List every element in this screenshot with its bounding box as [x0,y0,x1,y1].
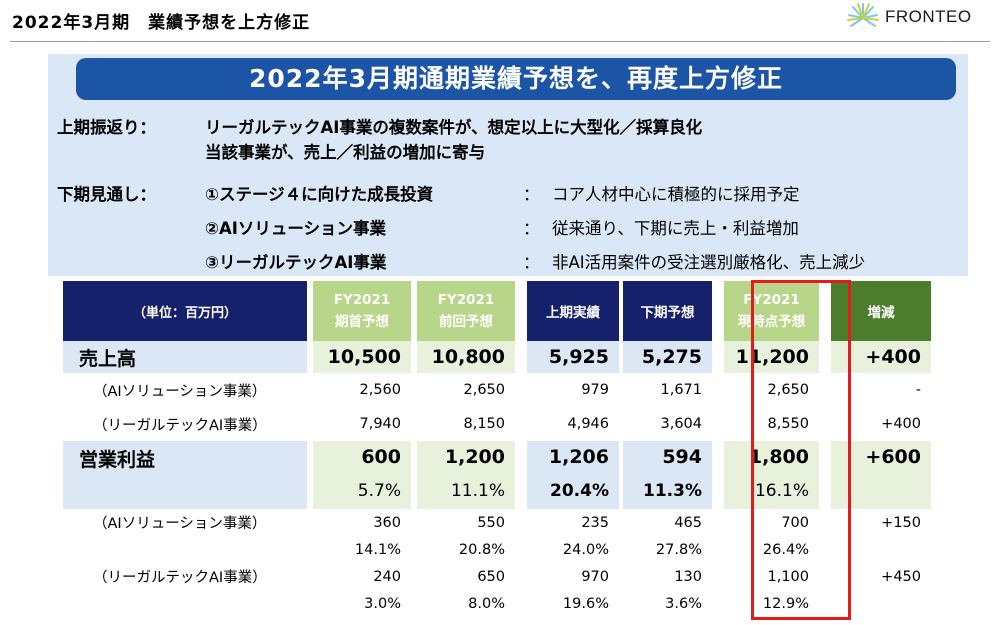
table-cell: 130 [674,568,702,585]
table-header-row: （単位：百万円） FY2021 期首予想 FY2021 前回予想 上期実績 下期予想… [63,281,931,341]
table-cell: 600 [313,441,411,473]
op-profit-label: 営業利益 [63,441,307,473]
table-cell: +400 [881,416,921,432]
table-cell: 19.6% [562,595,609,612]
table-cell: 594 [623,441,712,473]
logo-text: FRONTEO [885,7,972,26]
h1-review-line1: リーガルテックAI事業の複数案件が、想定以上に大型化／採算良化 [205,118,703,137]
sales-h1: 5,925 [527,341,619,373]
table-cell: 2,560 [359,382,401,398]
table-cell: 26.4% [762,541,809,558]
header-previous-forecast: FY2021 前回予想 [417,281,515,341]
table-cell: 20.8% [458,541,505,558]
table-cell: +450 [881,568,921,585]
header-h1-actual: 上期実績 [527,281,619,341]
table-cell: 3.0% [364,595,401,612]
op-margin-row: 5.7% 11.1% 20.4% 11.3% 16.1% [63,473,931,509]
op-legal-row: （リーガルテックAI事業） 240 650 970 130 1,100 +450 [63,563,931,590]
header-current-forecast: FY2021 現時点予想 [724,281,819,341]
table-cell: 970 [581,568,609,585]
sales-initial: 10,500 [313,341,411,373]
sales-change: +400 [831,341,931,373]
table-cell: 1,200 [417,441,515,473]
h1-review-line2: 当該事業が、売上／利益の増加に寄与 [205,143,486,162]
table-cell: 4,946 [567,416,609,432]
table-cell: 7,940 [359,416,401,432]
fronteo-logo: FRONTEO [845,2,995,34]
outlook-item-desc: 非AI活用案件の受注選別厳格化、売上減少 [552,253,866,272]
outlook-item-name: ②AIソリューション事業 [205,219,387,238]
table-cell: 14.1% [354,541,401,558]
sales-current: 11,200 [724,341,819,373]
outlook-item-desc: コア人材中心に積極的に採用予定 [552,185,800,204]
h1-review-label: 上期振返り： [57,118,156,137]
sales-h2: 5,275 [623,341,712,373]
sales-ai-label: （AIソリューション事業） [93,383,267,400]
unit-header: （単位：百万円） [63,281,307,341]
sales-label: 売上高 [63,341,307,373]
table-cell: - [915,382,921,398]
table-cell: 8,550 [767,416,809,432]
slide-title: 2022年3月期 業績予想を上方修正 [12,13,311,33]
table-cell: 5.7% [313,473,411,509]
table-cell: 550 [477,514,505,531]
table-cell: 27.8% [655,541,702,558]
outlook-item-name: ①ステージ４に向けた成長投資 [205,185,434,204]
table-cell: 979 [581,382,609,398]
table-cell: 360 [373,514,401,531]
table-cell: 12.9% [762,595,809,612]
table-cell: +600 [831,441,931,473]
table-cell: 8,150 [463,416,505,432]
table-cell: 11.3% [623,473,712,509]
table-cell: 235 [581,514,609,531]
table-cell: 1,800 [724,441,819,473]
header-change: 増減 [831,281,931,341]
outlook-item-name: ③リーガルテックAI事業 [205,253,387,272]
op-ai-row: （AIソリューション事業） 360 550 235 465 700 +150 [63,509,931,536]
current-forecast-highlight [751,280,851,620]
op-ai-margin-row: 14.1% 20.8% 24.0% 27.8% 26.4% [63,536,931,563]
table-cell: 700 [781,514,809,531]
table-cell: 1,206 [527,441,619,473]
sales-legal-row: （リーガルテックAI事業） 7,940 8,150 4,946 3,604 8,… [63,407,931,441]
header-h2-forecast: 下期予想 [623,281,712,341]
table-cell: 20.4% [527,473,619,509]
outlook-item-sep: ： [523,185,540,204]
headline-banner: 2022年3月期通期業績予想を、再度上方修正 [76,58,956,100]
header-initial-forecast: FY2021 期首予想 [313,281,411,341]
table-cell: 1,100 [767,568,809,585]
table-cell: 8.0% [468,595,505,612]
outlook-item-desc: 従来通り、下期に売上・利益増加 [552,219,799,238]
forecast-table: （単位：百万円） FY2021 期首予想 FY2021 前回予想 上期実績 下期予想… [63,281,931,617]
table-cell: 3,604 [660,416,702,432]
table-cell: 2,650 [767,382,809,398]
outlook-item-sep: ： [523,253,540,272]
table-cell: 240 [373,568,401,585]
table-cell: 2,650 [463,382,505,398]
table-cell: 3.6% [665,595,702,612]
table-cell: 24.0% [562,541,609,558]
sales-ai-row: （AIソリューション事業） 2,560 2,650 979 1,671 2,65… [63,373,931,407]
outlook-item-sep: ： [523,219,540,238]
sunburst-icon [847,3,879,27]
sales-previous: 10,800 [417,341,515,373]
sales-row: 売上高 10,500 10,800 5,925 5,275 11,200 +40… [63,341,931,373]
table-cell: 465 [674,514,702,531]
table-cell: 1,671 [660,382,702,398]
op-legal-label: （リーガルテックAI事業） [93,570,267,586]
op-ai-label: （AIソリューション事業） [93,516,267,532]
table-cell: +150 [881,514,921,531]
h2-outlook-label: 下期見通し： [57,185,156,204]
sales-legal-label: （リーガルテックAI事業） [93,417,267,434]
table-cell: 16.1% [724,473,819,509]
op-profit-row: 営業利益 600 1,200 1,206 594 1,800 +600 [63,441,931,473]
op-legal-margin-row: 3.0% 8.0% 19.6% 3.6% 12.9% [63,590,931,617]
table-cell: 11.1% [417,473,515,509]
title-divider [10,41,990,42]
table-cell: 650 [477,568,505,585]
